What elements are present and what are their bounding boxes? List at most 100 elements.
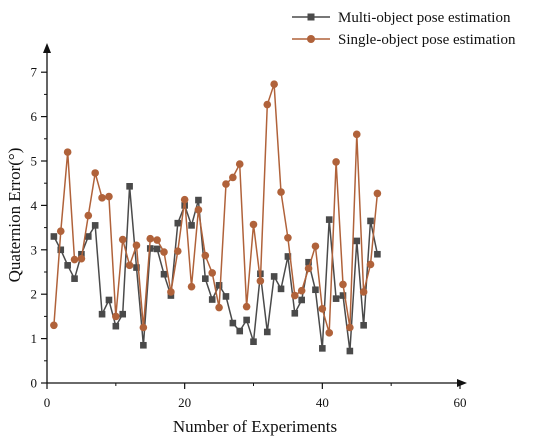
- data-point: [325, 329, 334, 337]
- data-point: [229, 173, 237, 182]
- data-point: [249, 220, 258, 229]
- data-point: [366, 260, 375, 269]
- data-point: [112, 322, 120, 330]
- y-tick-label: 0: [31, 376, 38, 391]
- data-point: [215, 282, 223, 289]
- legend-item: Multi-object pose estimation: [292, 10, 511, 26]
- data-point: [305, 258, 312, 266]
- y-tick-label: 3: [31, 242, 38, 257]
- y-tick-label: 6: [31, 109, 38, 124]
- data-point: [63, 148, 72, 156]
- legend-label: Multi-object pose estimation: [338, 10, 511, 26]
- data-point: [256, 277, 265, 285]
- data-point: [284, 253, 292, 260]
- x-tick-label: 20: [178, 395, 191, 410]
- data-point: [112, 312, 120, 321]
- data-point: [311, 242, 320, 251]
- series-layer: [50, 80, 382, 355]
- data-point: [304, 264, 313, 273]
- data-point: [270, 273, 278, 280]
- data-point: [346, 347, 354, 355]
- legend-label: Single-object pose estimation: [338, 32, 516, 48]
- data-point: [153, 245, 161, 253]
- data-point: [222, 180, 230, 188]
- data-point: [50, 233, 58, 240]
- data-point: [297, 286, 306, 295]
- data-point: [57, 246, 65, 254]
- data-point: [160, 270, 168, 278]
- data-point: [277, 285, 285, 293]
- data-point: [312, 286, 319, 294]
- data-point: [270, 80, 278, 88]
- legend-marker: [307, 35, 315, 43]
- y-axis-title: Quaternion Error(°): [5, 148, 24, 283]
- data-point: [208, 296, 216, 303]
- series-2: [50, 80, 382, 337]
- data-point: [187, 282, 196, 291]
- data-point: [167, 288, 175, 296]
- data-point: [215, 303, 223, 312]
- data-point: [202, 275, 209, 282]
- data-point: [118, 235, 127, 244]
- data-point: [291, 309, 299, 317]
- data-point: [146, 234, 155, 243]
- data-point: [242, 302, 251, 311]
- data-point: [56, 227, 65, 235]
- data-point: [291, 291, 299, 300]
- data-point: [139, 323, 148, 332]
- x-tick-label: 0: [44, 395, 51, 410]
- data-point: [133, 264, 140, 271]
- data-point: [188, 222, 195, 229]
- data-point: [373, 189, 382, 198]
- data-point: [91, 222, 99, 229]
- data-point: [298, 296, 305, 304]
- data-point: [319, 345, 326, 352]
- data-point: [229, 319, 237, 327]
- data-point: [71, 275, 78, 282]
- data-point: [250, 338, 257, 346]
- legend-item: Single-object pose estimation: [292, 32, 516, 48]
- data-point: [353, 237, 361, 245]
- data-point: [194, 206, 203, 214]
- legend-marker: [307, 13, 315, 21]
- data-point: [339, 280, 347, 289]
- chart-axes: 0 20 40 60 0 1 2 3 4 5 6 7: [31, 43, 467, 410]
- data-point: [125, 261, 134, 270]
- data-point: [91, 169, 99, 177]
- data-point: [318, 305, 327, 313]
- data-point: [98, 310, 106, 318]
- data-point: [85, 233, 92, 240]
- data-point: [352, 130, 361, 139]
- data-point: [77, 254, 86, 263]
- y-tick-label: 5: [31, 154, 38, 169]
- data-point: [126, 183, 133, 190]
- data-point: [263, 328, 271, 336]
- x-tick-label: 40: [316, 395, 329, 410]
- data-point: [332, 295, 340, 302]
- x-axis-title: Number of Experiments: [173, 417, 337, 436]
- data-point: [105, 296, 113, 304]
- y-tick-label: 7: [31, 65, 38, 80]
- data-point: [284, 234, 292, 242]
- data-point: [64, 262, 71, 269]
- data-point: [235, 160, 244, 168]
- data-point: [374, 250, 381, 258]
- data-point: [50, 321, 58, 330]
- data-point: [263, 100, 272, 109]
- series-line: [53, 83, 379, 334]
- x-axis-arrow: [457, 379, 467, 387]
- y-tick-label: 4: [31, 198, 38, 213]
- data-point: [208, 269, 216, 277]
- legend: Multi-object pose estimation Single-objec…: [292, 10, 516, 48]
- data-point: [98, 194, 106, 202]
- data-point: [140, 341, 147, 349]
- y-axis-arrow: [43, 43, 51, 53]
- data-point: [339, 292, 347, 299]
- data-point: [195, 196, 202, 204]
- y-tick-label: 1: [31, 331, 38, 346]
- data-point: [153, 236, 161, 244]
- data-point: [367, 217, 374, 225]
- data-point: [70, 255, 79, 264]
- data-point: [180, 195, 189, 204]
